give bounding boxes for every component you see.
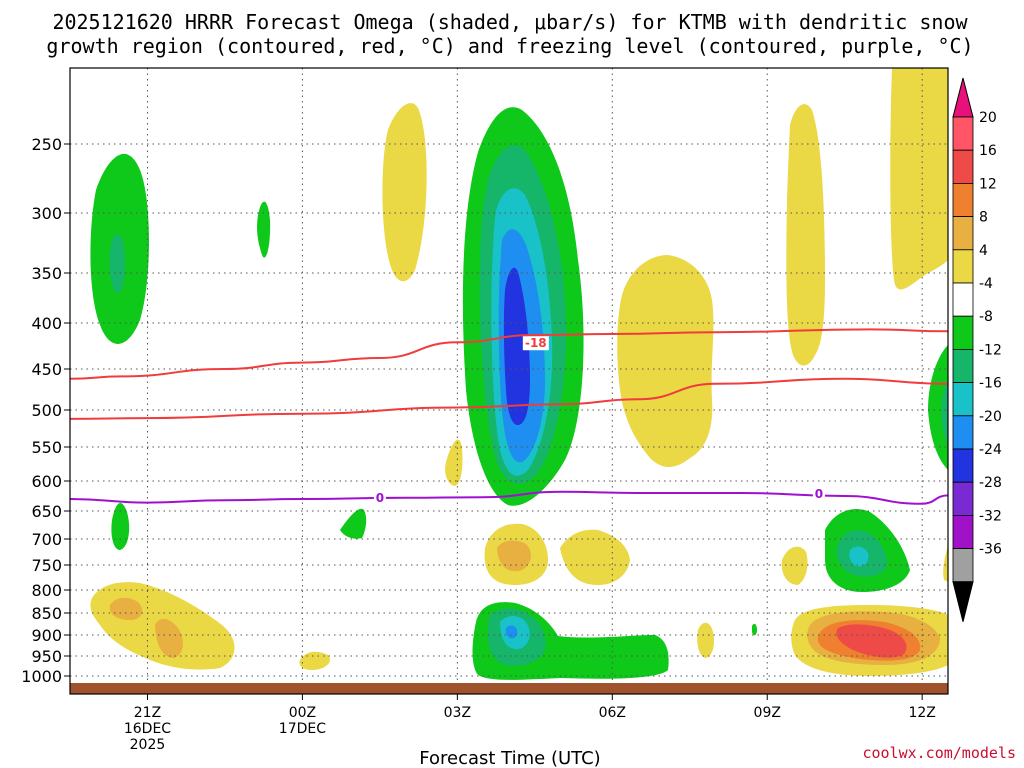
y-tick-label: 950 [31,647,62,666]
colorbar-label: -4 [979,276,993,292]
colorbar-swatch [952,216,974,251]
dendritic-growth-line-upper [70,328,948,380]
colorbar-label: -12 [979,342,1002,358]
colorbar-label: 8 [979,210,988,226]
contour-label-bg [373,490,386,505]
omega-region-teal-right-edge [941,380,948,445]
colorbar-swatch [952,315,974,350]
colorbar-swatch [952,548,974,583]
omega-shading [90,68,948,680]
omega-region-orange-low-1 [497,540,531,572]
y-tick-label: 900 [31,626,62,645]
y-tick-label: 350 [31,264,62,283]
omega-region-upper-left [90,153,149,344]
contour-label-freezing: 0 [376,491,384,505]
x-tick-label: 2025 [130,737,166,753]
omega-region-yellow-low-2 [560,529,630,585]
colorbar-swatch [952,249,974,284]
omega-region-small-green-3 [340,508,367,539]
contour-label-dendritic: -18 [525,336,547,350]
contour-labels: -18 0 0 [373,336,825,505]
y-tick-label: 250 [31,135,62,154]
y-tick-label: 400 [31,314,62,333]
omega-region-green-bl-dot [752,623,757,636]
contour-label-freezing: 0 [815,487,823,501]
contour-label-bg [522,336,549,351]
colorbar-label: -36 [979,542,1002,558]
colorbar-extend-bottom [952,581,974,622]
y-tick-label: 800 [31,581,62,600]
colorbar-label: 12 [979,176,997,192]
omega-region-yellow-mid [617,255,714,467]
colorbar-swatch [952,182,974,217]
x-tick-label: 17DEC [279,721,326,737]
colorbar: 20 16 12 8 4 -4 -8 -12 -16 -20 -24 -28 -32 -36 [952,77,1002,622]
omega-region-yellow-bl-2 [697,622,715,658]
x-tick-label: 12Z [908,705,935,721]
y-tick-label: 600 [31,472,62,491]
dendritic-growth-line-lower [70,377,948,420]
colorbar-swatch [952,415,974,450]
colorbar-label: 20 [979,110,997,126]
plot-frame [69,67,949,695]
omega-region-yellow-upper-2 [786,104,825,366]
omega-region-yellow-bl-left [90,582,235,670]
x-tick-label: 09Z [754,705,781,721]
colorbar-label: 4 [979,243,988,259]
y-tick-label: 650 [31,502,62,521]
colorbar-label: -28 [979,475,1002,491]
y-axis-pressure: 250 300 350 400 450 500 550 600 650 700 750 800 850 9… [21,135,70,686]
omega-region-small-green-1 [257,201,271,258]
colorbar-swatch [952,149,974,184]
colorbar-label: -32 [979,508,1002,524]
colorbar-label: -16 [979,376,1002,392]
freezing-level-line [70,490,948,505]
y-tick-label: 450 [31,360,62,379]
y-tick-label: 500 [31,401,62,420]
y-tick-label: 700 [31,530,62,549]
colorbar-label: -24 [979,442,1002,458]
y-tick-label: 750 [31,556,62,575]
y-tick-label: 550 [31,438,62,457]
colorbar-swatch [952,116,974,151]
omega-region-green-low-right [825,509,910,592]
colorbar-swatch [952,382,974,417]
colorbar-label: -20 [979,409,1002,425]
x-tick-label: 16DEC [124,721,171,737]
credit-text: coolwx.com/models [862,744,1016,762]
x-tick-label: 00Z [289,705,316,721]
omega-region-yellow-low-3 [781,546,808,585]
colorbar-label: -8 [979,309,993,325]
colorbar-swatch [952,481,974,516]
x-axis-label: Forecast Time (UTC) [419,748,600,768]
colorbar-swatch [952,282,974,317]
colorbar-swatch [952,448,974,483]
omega-region-green-right-edge [928,345,948,470]
omega-region-small-green-2 [111,502,130,550]
contour-lines [70,328,948,505]
omega-region-yellow-upper-1 [382,103,427,282]
colorbar-swatch [952,348,974,383]
ground-bar [70,683,948,694]
colorbar-label: 16 [979,143,997,159]
x-tick-label: 21Z [134,705,161,721]
omega-region-yellow-upper-right [890,68,948,290]
omega-region-bl-right-max [791,605,948,676]
colorbar-swatch [952,515,974,550]
dotted-grid [70,68,948,694]
chart-title-line-1: 2025121620 HRRR Forecast Omega (shaded, … [52,10,968,34]
y-tick-label: 850 [31,604,62,623]
omega-region-green-bl-mid [472,602,669,680]
contour-label-bg [812,487,825,502]
y-tick-label: 300 [31,204,62,223]
x-tick-label: 06Z [599,705,626,721]
x-tick-label: 03Z [444,705,471,721]
omega-region-yellow-edge-low [943,545,948,582]
chart-title-line-2: growth region (contoured, red, °C) and f… [46,34,973,58]
omega-region-yellow-small-1 [445,439,463,486]
y-tick-label: 1000 [21,667,62,686]
colorbar-extend-top [952,77,974,118]
